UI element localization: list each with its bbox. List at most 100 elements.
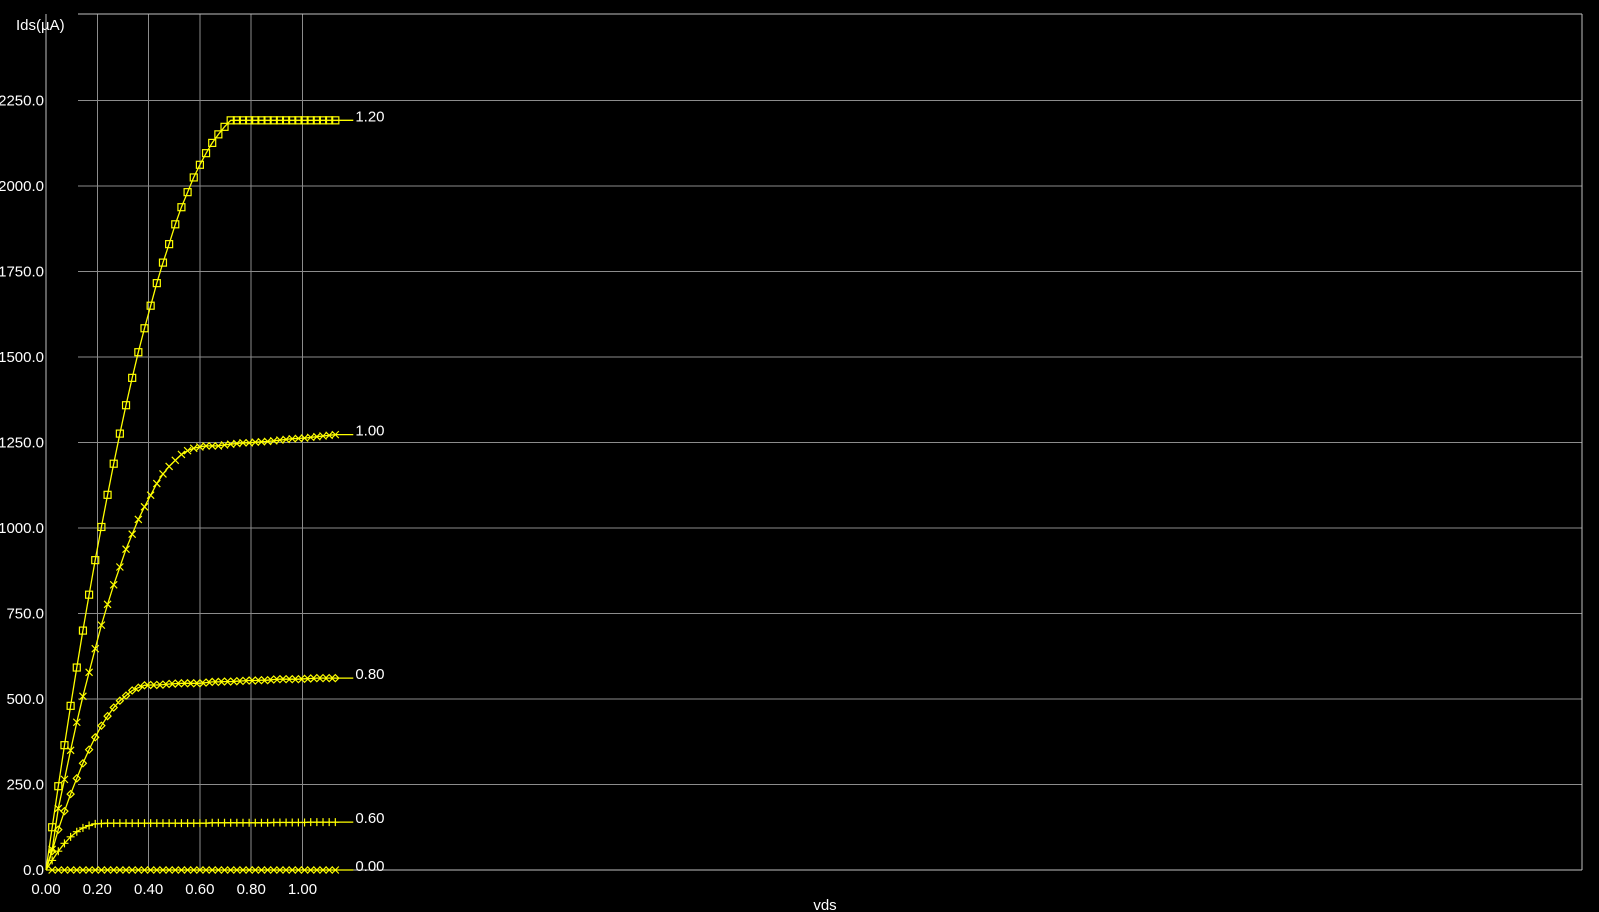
x-marker <box>128 866 137 874</box>
square-marker <box>91 556 100 565</box>
y-tick-label: 1500.0 <box>0 349 44 366</box>
x-marker <box>152 866 161 874</box>
square-marker <box>128 373 137 382</box>
x-marker <box>312 866 321 874</box>
series-end-label: 0.60 <box>355 810 384 827</box>
diamond-marker <box>121 691 131 700</box>
data-series <box>45 116 354 874</box>
x-marker <box>257 866 266 874</box>
square-marker <box>66 701 75 710</box>
diamond-marker <box>109 703 119 712</box>
square-marker <box>331 116 340 125</box>
y-tick-label: 750.0 <box>6 606 44 623</box>
x-marker <box>282 866 291 874</box>
x-marker <box>189 866 198 874</box>
x-marker <box>146 866 155 874</box>
x-marker <box>134 515 143 524</box>
x-marker <box>294 866 303 874</box>
x-marker <box>103 600 112 609</box>
diamond-marker <box>152 680 162 690</box>
square-marker <box>183 188 192 197</box>
square-marker <box>281 116 291 125</box>
series-1-00 <box>45 430 354 871</box>
plus-marker <box>331 818 340 827</box>
square-marker <box>232 116 241 125</box>
plus-marker <box>60 839 69 848</box>
x-marker <box>140 502 149 511</box>
x-marker <box>177 866 186 874</box>
x-marker <box>239 866 247 874</box>
diamond-marker <box>84 745 94 754</box>
square-marker <box>171 220 180 229</box>
x-marker <box>257 437 266 446</box>
diamond-marker <box>269 675 279 684</box>
square-marker <box>158 258 168 267</box>
square-marker <box>306 116 315 125</box>
square-marker <box>288 116 297 125</box>
diamond-marker <box>72 773 82 783</box>
square-marker <box>109 459 118 468</box>
x-marker <box>306 866 315 874</box>
diamond-marker <box>133 683 143 693</box>
square-marker <box>220 122 229 131</box>
x-marker <box>165 866 174 874</box>
square-marker <box>263 116 272 125</box>
x-marker <box>276 866 284 874</box>
series-0-00 <box>46 866 354 874</box>
x-marker <box>226 866 235 874</box>
x-marker <box>251 438 260 447</box>
diamond-marker <box>90 732 100 742</box>
series-end-label: 1.00 <box>355 423 384 440</box>
diamond-marker <box>140 680 149 690</box>
x-marker <box>245 866 254 874</box>
square-marker <box>208 138 217 148</box>
square-marker <box>72 663 81 672</box>
square-marker <box>269 116 278 125</box>
x-marker <box>159 470 167 478</box>
diamond-marker <box>189 678 199 688</box>
series-end-label: 1.20 <box>355 108 384 125</box>
square-marker <box>140 324 149 333</box>
plus-marker <box>54 847 63 856</box>
square-marker <box>134 348 143 357</box>
x-marker <box>115 563 124 571</box>
diamond-marker <box>220 677 229 686</box>
square-marker <box>251 116 260 125</box>
x-axis-label: vds <box>813 897 836 912</box>
diamond-marker <box>66 789 75 799</box>
square-marker <box>245 116 254 125</box>
y-tick-label: 1250.0 <box>0 435 44 452</box>
x-marker <box>220 866 229 874</box>
x-marker <box>66 746 75 755</box>
diamond-marker <box>226 677 236 686</box>
y-tick-label: 1000.0 <box>0 520 44 537</box>
x-marker <box>72 866 81 874</box>
square-marker <box>152 279 161 288</box>
x-marker <box>134 866 143 874</box>
diamond-marker <box>281 674 291 684</box>
x-tick-label: 0.60 <box>185 881 214 898</box>
y-tick-label: 1750.0 <box>0 264 44 281</box>
x-marker <box>202 866 210 874</box>
x-marker <box>165 462 174 471</box>
x-marker <box>288 434 297 443</box>
x-marker <box>79 692 87 701</box>
diamond-marker <box>127 686 137 695</box>
square-marker <box>78 626 88 635</box>
diamond-marker <box>250 676 260 685</box>
square-marker <box>146 301 155 310</box>
x-marker <box>60 775 69 784</box>
x-marker <box>183 866 192 874</box>
series-end-labels: 1.20 1.00 0.80 0.60 0.00 <box>355 108 384 875</box>
x-tick-label: 0.80 <box>237 881 266 898</box>
square-marker <box>165 240 174 249</box>
x-marker <box>128 530 137 539</box>
x-marker <box>208 441 217 450</box>
x-marker <box>171 866 180 874</box>
series-end-label: 0.80 <box>355 666 384 683</box>
grid-lines <box>78 14 1582 870</box>
x-marker <box>171 456 180 465</box>
diamond-marker <box>238 676 248 686</box>
